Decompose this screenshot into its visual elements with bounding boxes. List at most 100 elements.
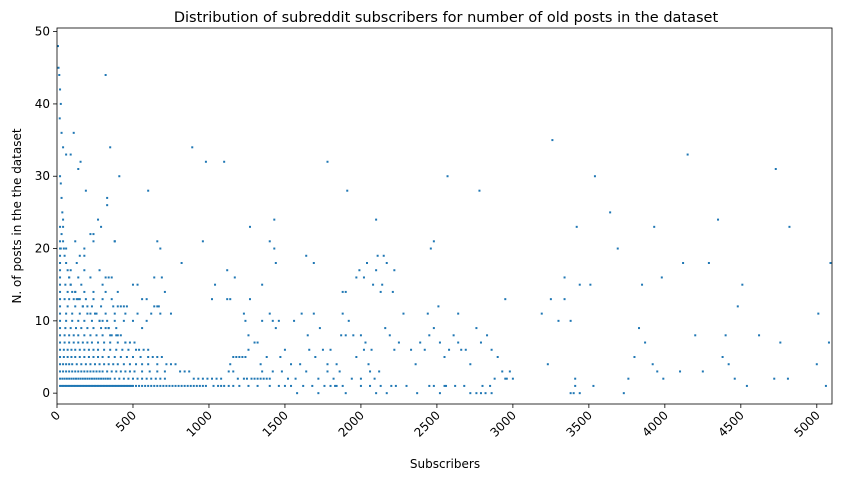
data-point (375, 218, 378, 221)
data-point (87, 348, 90, 351)
data-point (107, 276, 110, 279)
data-point (109, 146, 112, 149)
data-point (71, 384, 74, 387)
data-point (214, 283, 217, 286)
data-point (557, 319, 560, 322)
data-point (92, 290, 95, 293)
data-point (341, 290, 344, 293)
data-point (103, 348, 106, 351)
data-point (384, 327, 387, 330)
data-point (115, 384, 118, 387)
data-point (59, 298, 62, 301)
data-point (116, 334, 119, 337)
data-point (118, 377, 121, 380)
data-point (83, 356, 86, 358)
data-point (312, 312, 315, 315)
data-point (448, 348, 451, 351)
data-point (58, 117, 61, 120)
data-point (63, 334, 66, 337)
data-point (147, 189, 150, 192)
data-point (394, 384, 397, 387)
data-point (314, 356, 317, 358)
data-point (220, 377, 223, 380)
data-point (151, 356, 154, 358)
data-point (95, 377, 98, 380)
data-point (135, 384, 138, 387)
data-point (59, 348, 62, 351)
data-point (68, 276, 71, 279)
data-point (110, 370, 113, 373)
data-point (572, 392, 575, 395)
data-point (70, 377, 73, 380)
data-point (180, 262, 183, 264)
data-point (305, 254, 308, 257)
data-point (100, 384, 103, 387)
data-point (741, 283, 744, 286)
data-point (66, 290, 69, 293)
data-point (378, 370, 381, 373)
data-point (66, 356, 69, 358)
data-point (59, 102, 62, 105)
data-point (829, 262, 832, 264)
data-point (90, 377, 93, 380)
data-point (109, 377, 112, 380)
data-point (139, 356, 142, 358)
data-point (86, 370, 89, 373)
data-point (156, 370, 159, 373)
data-point (78, 356, 81, 358)
data-point (61, 211, 64, 214)
data-point (104, 377, 107, 380)
data-point (318, 327, 321, 330)
data-point (89, 370, 92, 373)
data-point (717, 218, 720, 221)
data-point (84, 377, 87, 380)
data-point (211, 377, 213, 380)
data-point (113, 240, 116, 243)
data-point (83, 334, 86, 337)
data-point (367, 363, 370, 366)
data-point (346, 189, 349, 192)
data-point (86, 341, 89, 344)
data-point (268, 312, 271, 315)
data-point (71, 319, 74, 322)
data-point (62, 225, 65, 228)
data-point (80, 327, 83, 330)
data-point (241, 356, 244, 358)
data-point (454, 384, 457, 387)
data-point (736, 305, 739, 308)
data-point (86, 327, 89, 330)
data-point (423, 348, 426, 351)
data-point (508, 370, 511, 373)
data-point (290, 384, 293, 387)
data-point (563, 276, 566, 279)
data-point (147, 356, 150, 358)
data-point (90, 319, 93, 322)
data-point (179, 370, 182, 373)
data-point (89, 384, 92, 387)
data-point (724, 334, 727, 337)
data-point (59, 341, 62, 344)
data-point (107, 384, 110, 387)
data-point (381, 283, 384, 286)
data-point (62, 146, 65, 149)
data-point (106, 384, 109, 387)
data-point (326, 370, 329, 373)
data-point (92, 240, 95, 243)
data-point (644, 341, 647, 344)
data-point (248, 225, 251, 228)
data-point (106, 204, 109, 207)
data-point (98, 384, 101, 387)
data-point (445, 384, 448, 387)
data-point (64, 327, 67, 330)
data-point (72, 384, 75, 387)
data-point (77, 341, 80, 344)
data-point (100, 305, 103, 308)
data-point (80, 283, 83, 286)
data-point (505, 377, 508, 380)
data-point (253, 377, 256, 380)
data-point (686, 153, 689, 156)
data-point (546, 363, 549, 366)
data-point (59, 247, 62, 250)
data-point (223, 160, 226, 163)
data-point (379, 384, 382, 387)
